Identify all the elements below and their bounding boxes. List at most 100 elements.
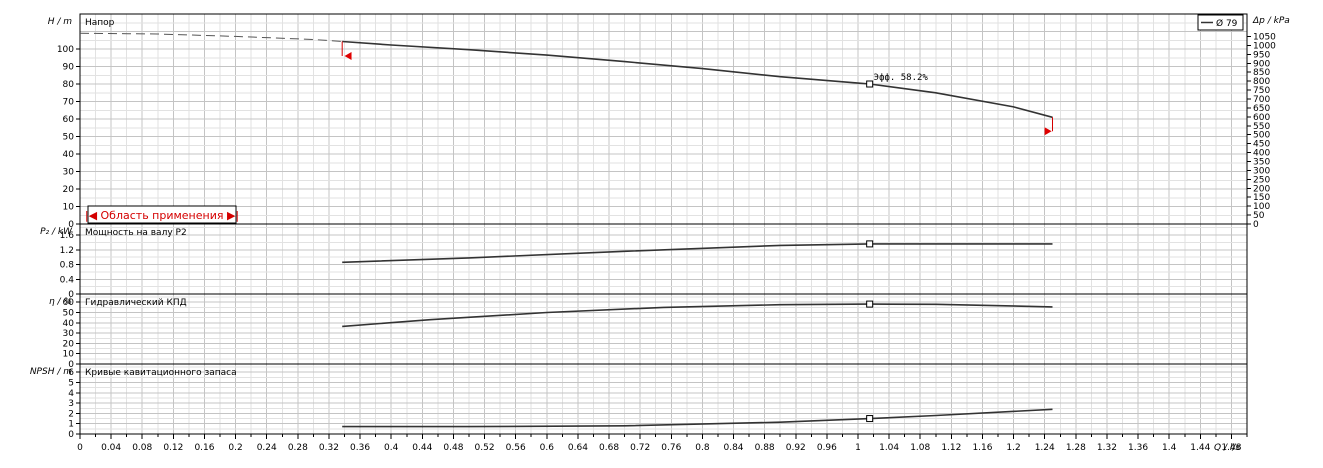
x-tick-label: 0.56	[506, 443, 526, 453]
y-tick-label-head: 70	[63, 98, 75, 108]
y-tick-label-power: 0.8	[60, 261, 75, 271]
y-tick-label-npsh: 4	[68, 389, 74, 399]
right-tick-label: 500	[1253, 131, 1270, 141]
legend: Ø 79	[1197, 14, 1244, 31]
y-tick-label-efficiency: 40	[63, 319, 75, 329]
operating-point-efficiency	[866, 300, 874, 308]
dashed-curve-head	[79, 32, 343, 42]
y-tick-label-head: 50	[63, 133, 75, 143]
x-tick-label: 0.16	[194, 443, 214, 453]
x-tick-label: 0.08	[132, 443, 152, 453]
curve-npsh	[342, 408, 1053, 428]
y-axis-label-power: P₂ / kW	[40, 227, 73, 237]
x-tick-label: 0.48	[443, 443, 463, 453]
y-tick-label-power: 1.6	[60, 231, 75, 241]
chart-frames	[79, 13, 1248, 435]
panel-frame-npsh	[79, 363, 1248, 435]
x-tick-label: 0.84	[723, 443, 743, 453]
panel-frame-power	[79, 223, 1248, 295]
x-tick-label: 0.36	[350, 443, 370, 453]
x-tick-label: 0.6	[540, 443, 555, 453]
right-tick-label: 1000	[1253, 41, 1276, 51]
right-tick-label: 50	[1253, 211, 1265, 221]
x-axis-label: Q / l/s	[1214, 443, 1240, 453]
right-tick-label: 150	[1253, 193, 1270, 203]
right-tick-label: 400	[1253, 149, 1270, 159]
y-tick-label-efficiency: 20	[63, 339, 75, 349]
y-tick-label-power: 0.4	[60, 275, 75, 285]
right-tick-label: 900	[1253, 59, 1270, 69]
y-tick-label-efficiency: 50	[63, 309, 75, 319]
operating-point-annotation: Эфф. 58.2%	[874, 73, 929, 83]
y-tick-label-head: 80	[63, 80, 75, 90]
panel-title-head: Напор	[85, 18, 115, 28]
x-tick-label: 0.72	[630, 443, 650, 453]
y-tick-label-head: 30	[63, 168, 75, 178]
y-tick-label-efficiency: 30	[63, 329, 75, 339]
right-tick-label: 350	[1253, 158, 1270, 168]
x-tick-label: 1.08	[910, 443, 930, 453]
chart-ticks: 0102030405060708090100050100150200250300…	[57, 33, 1276, 454]
y-tick-label-head: 100	[57, 45, 74, 55]
right-tick-label: 450	[1253, 140, 1270, 150]
y-tick-label-npsh: 5	[68, 379, 74, 389]
x-tick-label: 0.32	[319, 443, 339, 453]
right-tick-label: 950	[1253, 50, 1270, 60]
x-tick-label: 0.24	[257, 443, 277, 453]
panel-title-power: Мощность на валу P2	[85, 228, 187, 238]
panel-title-efficiency: Гидравлический КПД	[85, 298, 187, 308]
y-tick-label-efficiency: 60	[63, 298, 75, 308]
right-tick-label: 0	[1253, 220, 1259, 230]
chart-labels: H / m Напор Δp / kPa Эфф. 58.2% Ø 79 |◀ Облас…	[30, 14, 1290, 453]
x-tick-label: 0.12	[163, 443, 183, 453]
x-tick-label: 1.2	[1006, 443, 1020, 453]
x-tick-label: 0.92	[786, 443, 806, 453]
right-tick-label: 650	[1253, 104, 1270, 114]
y-axis-label-head: H / m	[48, 17, 73, 27]
y-tick-label-power: 0	[68, 290, 74, 300]
legend-label: Ø 79	[1216, 18, 1238, 29]
right-tick-label: 200	[1253, 184, 1270, 194]
y-tick-label-head: 0	[68, 220, 74, 230]
y-tick-label-npsh: 2	[68, 409, 74, 419]
x-tick-label: 1	[855, 443, 861, 453]
right-axis-label: Δp / kPa	[1252, 16, 1290, 26]
x-tick-label: 1.48	[1221, 443, 1241, 453]
application-range-frame	[87, 205, 237, 224]
right-tick-label: 600	[1253, 113, 1270, 123]
y-axis-label-npsh: NPSH / m	[30, 367, 72, 377]
curve-efficiency	[342, 303, 1053, 328]
y-tick-label-head: 20	[63, 185, 75, 195]
right-tick-label: 700	[1253, 95, 1270, 105]
y-axis-label-efficiency: η / %	[49, 297, 72, 307]
x-tick-label: 1.24	[1035, 443, 1055, 453]
x-tick-label: 0	[77, 443, 83, 453]
application-range-label: |◀ Область применения ▶|	[85, 209, 239, 222]
y-tick-label-npsh: 3	[68, 399, 74, 409]
x-tick-label: 0.52	[475, 443, 495, 453]
y-tick-label-head: 10	[63, 203, 75, 213]
x-tick-label: 0.4	[384, 443, 399, 453]
range-start-marker	[344, 52, 352, 60]
x-tick-label: 0.28	[288, 443, 308, 453]
y-tick-label-npsh: 1	[68, 420, 74, 430]
x-tick-label: 0.44	[412, 443, 432, 453]
x-tick-label: 1.04	[879, 443, 899, 453]
right-tick-label: 850	[1253, 68, 1270, 78]
right-tick-label: 550	[1253, 122, 1270, 132]
y-tick-label-npsh: 6	[68, 368, 74, 378]
x-tick-label: 0.04	[101, 443, 121, 453]
right-tick-label: 750	[1253, 86, 1270, 96]
x-tick-label: 1.12	[941, 443, 961, 453]
right-tick-label: 1050	[1253, 33, 1276, 43]
y-tick-label-head: 40	[63, 150, 75, 160]
y-tick-label-npsh: 0	[68, 430, 74, 440]
panel-title-npsh: Кривые кавитационного запаса	[85, 368, 237, 378]
x-tick-label: 1.32	[1097, 443, 1117, 453]
x-tick-label: 1.44	[1190, 443, 1210, 453]
operating-point-head	[866, 80, 874, 88]
right-tick-label: 800	[1253, 77, 1270, 87]
right-tick-label: 250	[1253, 175, 1270, 185]
y-tick-label-power: 1.2	[60, 246, 74, 256]
